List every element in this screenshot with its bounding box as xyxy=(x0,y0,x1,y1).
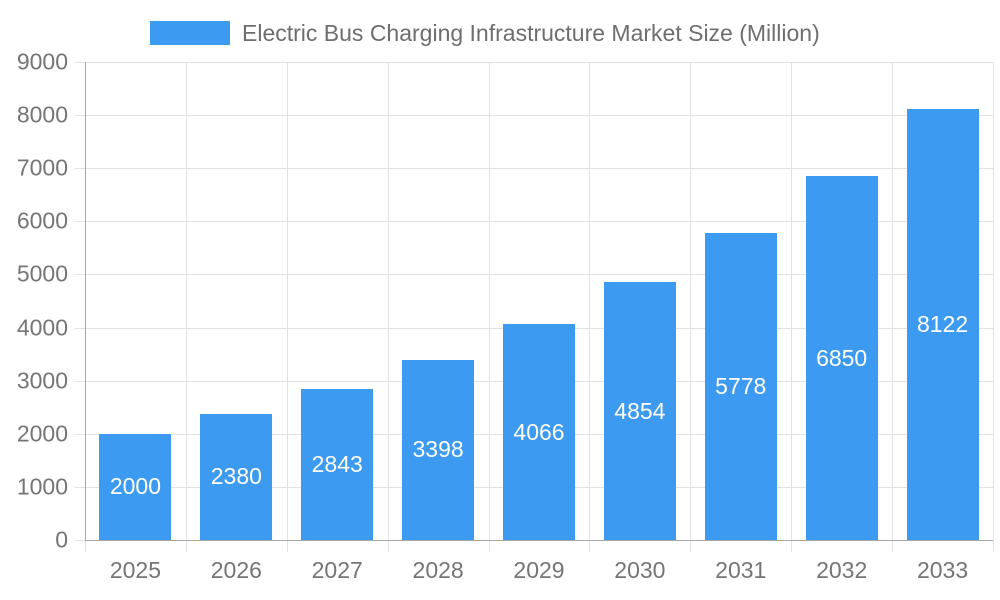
y-axis-label: 8000 xyxy=(16,101,68,128)
x-axis-tick xyxy=(993,540,994,552)
bar-2026[interactable]: 2380 xyxy=(200,413,273,540)
y-axis-label: 3000 xyxy=(16,367,68,394)
bar-2025[interactable]: 2000 xyxy=(99,433,172,540)
y-axis-tick xyxy=(75,274,85,276)
bar-value-label: 8122 xyxy=(916,310,969,337)
x-axis-tick xyxy=(589,540,591,552)
bar-value-label: 6850 xyxy=(816,344,868,371)
bar-2030[interactable]: 4854 xyxy=(603,282,676,540)
legend-label: Electric Bus Charging Infrastructure Mar… xyxy=(242,19,820,46)
x-axis-label-2026: 2026 xyxy=(210,557,262,583)
bar-2031[interactable]: 5778 xyxy=(704,233,777,540)
y-gridline xyxy=(85,115,993,117)
y-axis-tick xyxy=(75,168,85,170)
bar-2027[interactable]: 2843 xyxy=(301,389,374,540)
y-axis-label: 9000 xyxy=(16,48,68,75)
x-gridline xyxy=(589,62,591,540)
y-axis-tick xyxy=(75,62,85,63)
y-axis-tick xyxy=(75,380,85,382)
y-axis-tick xyxy=(75,486,85,488)
y-gridline xyxy=(85,62,993,63)
x-axis-label-2029: 2029 xyxy=(513,557,565,583)
x-axis-tick xyxy=(85,540,86,552)
x-gridline xyxy=(185,62,187,540)
y-axis-tick xyxy=(75,433,85,435)
x-gridline xyxy=(286,62,288,540)
x-axis-label-2030: 2030 xyxy=(614,557,666,583)
x-axis-tick xyxy=(387,540,389,552)
x-axis-tick xyxy=(286,540,288,552)
x-axis-tick xyxy=(892,540,894,552)
x-gridline xyxy=(993,62,994,540)
bar-2032[interactable]: 6850 xyxy=(805,176,878,540)
x-gridline xyxy=(690,62,692,540)
x-axis-label-2025: 2025 xyxy=(109,557,162,583)
bar-value-label: 3398 xyxy=(412,436,464,463)
y-axis-tick xyxy=(75,327,85,329)
y-axis-line xyxy=(85,62,86,540)
y-gridline xyxy=(85,274,993,276)
x-gridline xyxy=(387,62,389,540)
x-gridline xyxy=(488,62,490,540)
y-axis-label: 5000 xyxy=(16,260,68,287)
y-axis-label: 6000 xyxy=(16,207,68,234)
y-axis-label: 7000 xyxy=(16,154,68,181)
y-axis-tick xyxy=(75,540,85,541)
y-axis-tick xyxy=(75,221,85,223)
legend[interactable]: Electric Bus Charging Infrastructure Mar… xyxy=(150,19,820,47)
y-axis-label: 0 xyxy=(55,526,68,553)
x-axis-tick xyxy=(791,540,793,552)
bar-value-label: 5778 xyxy=(715,373,767,400)
bar-value-label: 2000 xyxy=(109,473,162,500)
y-gridline xyxy=(85,168,993,170)
x-axis-label-2027: 2027 xyxy=(311,557,363,583)
x-axis-tick xyxy=(185,540,187,552)
x-axis-line xyxy=(85,540,993,541)
bar-value-label: 4854 xyxy=(614,397,666,424)
bar-value-label: 4066 xyxy=(513,418,565,445)
x-axis-tick xyxy=(690,540,692,552)
y-axis-tick xyxy=(75,115,85,117)
bar-2033[interactable]: 8122 xyxy=(906,108,979,540)
x-gridline xyxy=(892,62,894,540)
x-axis-label-2032: 2032 xyxy=(816,557,868,583)
bar-2029[interactable]: 4066 xyxy=(503,324,575,540)
bar-2028[interactable]: 3398 xyxy=(402,359,475,540)
x-axis-tick xyxy=(488,540,490,552)
legend-swatch xyxy=(150,21,230,45)
bar-value-label: 2843 xyxy=(311,450,363,477)
x-axis-label-2033: 2033 xyxy=(916,557,969,583)
x-gridline xyxy=(791,62,793,540)
x-axis-label-2031: 2031 xyxy=(715,557,767,583)
y-axis-label: 2000 xyxy=(16,420,68,447)
y-axis-label: 1000 xyxy=(16,473,68,500)
y-gridline xyxy=(85,221,993,223)
y-axis-label: 4000 xyxy=(16,314,68,341)
bar-value-label: 2380 xyxy=(210,463,262,490)
x-axis-label-2028: 2028 xyxy=(412,557,464,583)
